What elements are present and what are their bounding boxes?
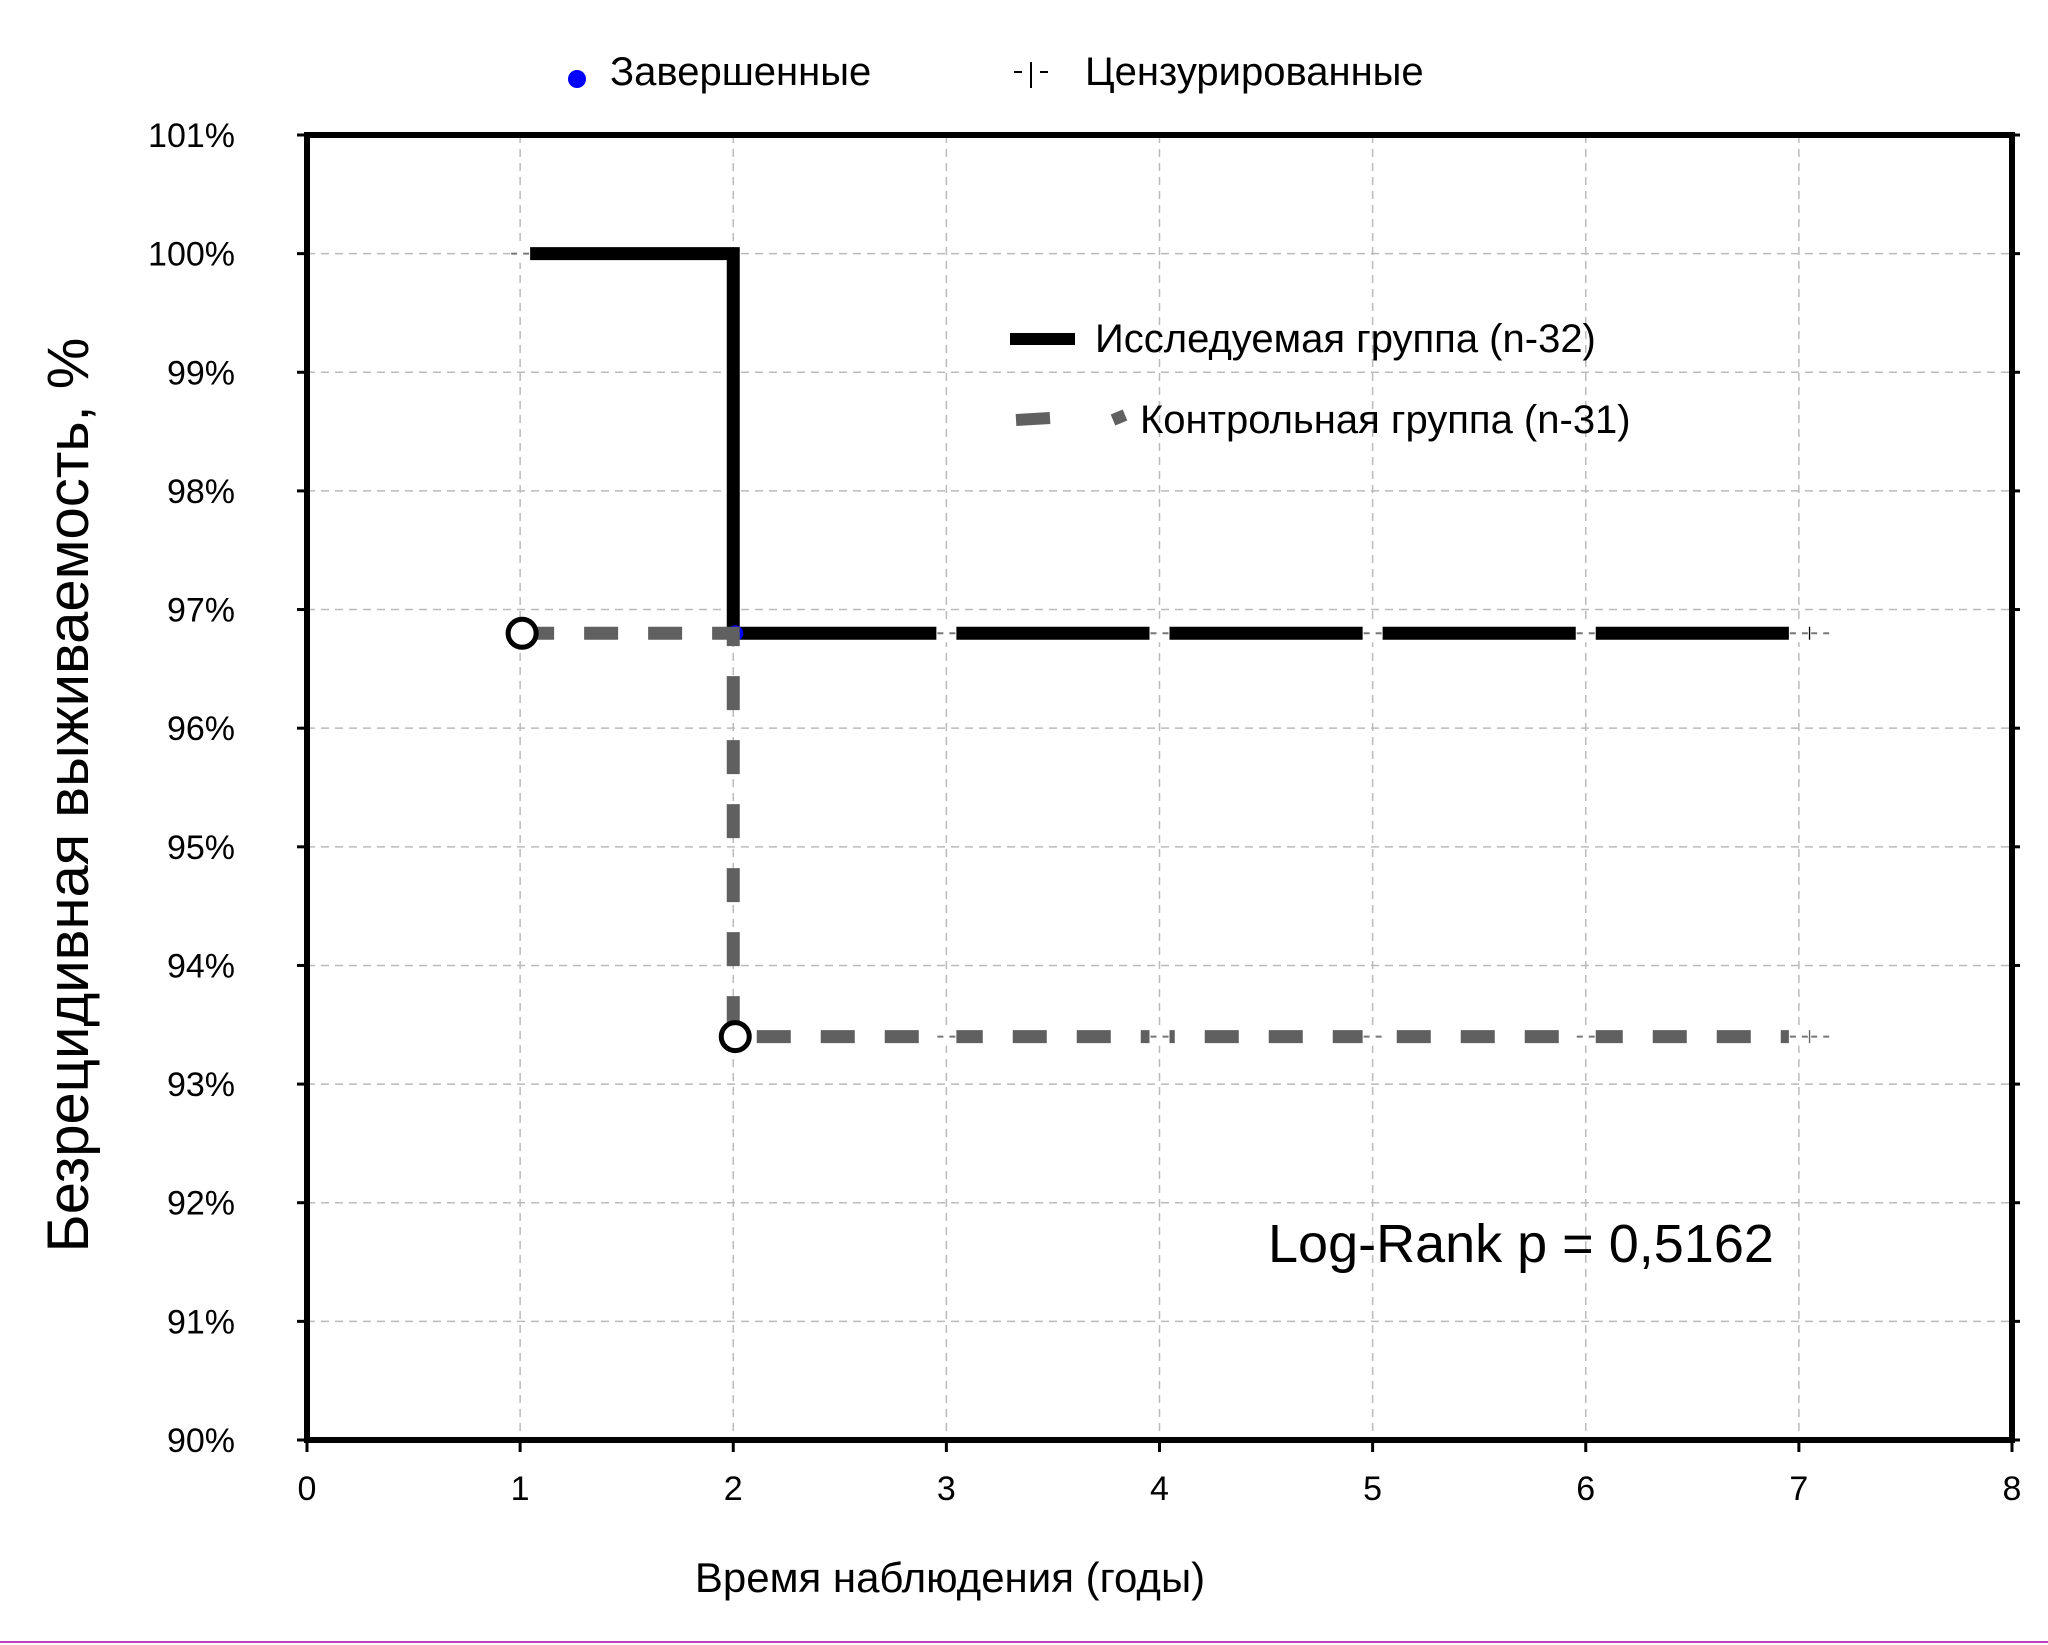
y-tick-label: 91% bbox=[167, 1303, 235, 1341]
censored-gap bbox=[1575, 1027, 1596, 1046]
x-tick-label: 1 bbox=[511, 1470, 530, 1508]
censored-gap bbox=[1149, 1027, 1170, 1046]
control-group-legend-swatch-b bbox=[1110, 409, 1128, 426]
censored-gap bbox=[1149, 624, 1170, 643]
censored-gap bbox=[1810, 624, 1831, 643]
plot-frame bbox=[304, 132, 2015, 1443]
y-tick-label: 100% bbox=[148, 236, 235, 274]
series-lines bbox=[505, 244, 1831, 1054]
censored-legend-label: Цензурированные bbox=[1085, 50, 1424, 94]
completed-legend-marker bbox=[568, 70, 586, 88]
x-tick-labels: 0 1 2 3 4 5 6 7 8 bbox=[298, 1470, 2022, 1508]
completed-marker bbox=[718, 1020, 752, 1054]
study-group-curve bbox=[520, 247, 1821, 640]
y-tick-label: 101% bbox=[148, 117, 235, 155]
censored-gap bbox=[1788, 1027, 1809, 1046]
x-tick-label: 7 bbox=[1789, 1470, 1808, 1508]
control-group-legend-swatch-a bbox=[1015, 412, 1051, 426]
x-tick-label: 8 bbox=[2003, 1470, 2022, 1508]
series-legend: Исследуемая группа (n-32) Контрольная гр… bbox=[1010, 317, 1631, 442]
x-axis-title: Время наблюдения (годы) bbox=[695, 1554, 1205, 1601]
y-tick-label: 92% bbox=[167, 1185, 235, 1223]
censored-gap bbox=[936, 624, 957, 643]
censored-gap bbox=[1575, 624, 1596, 643]
completed-marker bbox=[505, 616, 539, 650]
y-tick-label: 93% bbox=[167, 1066, 235, 1104]
censored-gap bbox=[1362, 624, 1383, 643]
y-axis-title: Безрецидивная выживаемость, % bbox=[36, 338, 101, 1253]
y-tick-label: 98% bbox=[167, 473, 235, 511]
y-tick-label: 97% bbox=[167, 592, 235, 630]
control-group-legend-label: Контрольная группа (n-31) bbox=[1140, 398, 1631, 442]
log-rank-annotation: Log-Rank p = 0,5162 bbox=[1268, 1214, 1774, 1274]
x-tick-label: 0 bbox=[298, 1470, 317, 1508]
censored-gap bbox=[1362, 1027, 1383, 1046]
x-tick-label: 3 bbox=[937, 1470, 956, 1508]
censored-gap bbox=[1788, 624, 1809, 643]
y-tick-label: 95% bbox=[167, 829, 235, 867]
completed-legend-label: Завершенные bbox=[610, 50, 871, 94]
y-tick-label: 90% bbox=[167, 1422, 235, 1460]
y-tick-label: 99% bbox=[167, 354, 235, 392]
bottom-border-line bbox=[0, 1641, 2048, 1643]
x-tick-label: 4 bbox=[1150, 1470, 1169, 1508]
x-tick-label: 6 bbox=[1576, 1470, 1595, 1508]
control-group-curve bbox=[520, 626, 1821, 1044]
marker-legend: Завершенные Цензурированные bbox=[568, 50, 1424, 94]
y-tick-label: 94% bbox=[167, 947, 235, 985]
censored-legend-marker bbox=[1014, 62, 1048, 88]
y-tick-labels: 90% 91% 92% 93% 94% 95% 96% 97% 98% 99% 100% 101% bbox=[148, 117, 235, 1460]
x-tick-label: 2 bbox=[724, 1470, 743, 1508]
x-tick-label: 5 bbox=[1363, 1470, 1382, 1508]
censored-gap bbox=[936, 1027, 957, 1046]
censored-gap bbox=[510, 244, 531, 263]
censored-gap bbox=[1810, 1027, 1831, 1046]
y-tick-label: 96% bbox=[167, 710, 235, 748]
study-group-legend-label: Исследуемая группа (n-32) bbox=[1095, 317, 1596, 361]
